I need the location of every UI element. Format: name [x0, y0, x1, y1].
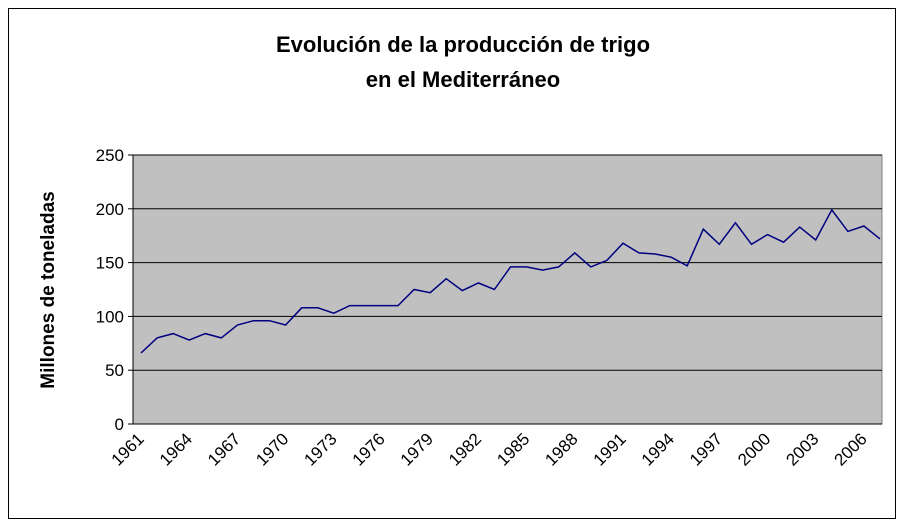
chart-title: en el Mediterráneo — [366, 67, 560, 92]
y-tick-label: 0 — [115, 415, 124, 434]
y-tick-label: 250 — [96, 146, 124, 165]
y-tick-label: 100 — [96, 307, 124, 326]
chart-title: Evolución de la producción de trigo — [276, 32, 650, 57]
y-tick-label: 150 — [96, 254, 124, 273]
data-line — [140, 208, 881, 354]
y-axis-label: Millones de toneladas — [38, 191, 59, 388]
y-tick-label: 50 — [105, 361, 124, 380]
y-tick-label: 200 — [96, 200, 124, 219]
plot-area — [132, 154, 883, 425]
